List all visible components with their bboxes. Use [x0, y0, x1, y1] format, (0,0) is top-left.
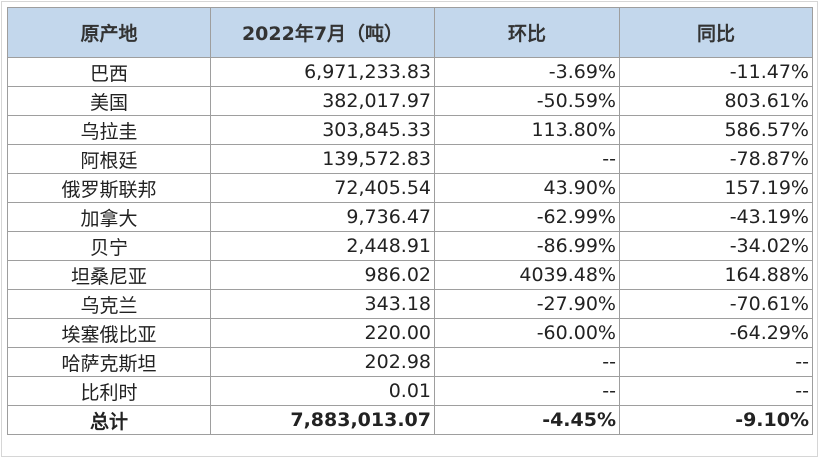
cell-yoy: --	[620, 377, 813, 406]
table-row: 俄罗斯联邦 72,405.54 43.90% 157.19%	[8, 174, 813, 203]
cell-volume: 382,017.97	[211, 87, 435, 116]
total-row: 总计 7,883,013.07 -4.45% -9.10%	[8, 406, 813, 435]
origin-import-table: 原产地 2022年7月（吨） 环比 同比 巴西 6,971,233.83 -3.69…	[7, 7, 813, 435]
table-row: 埃塞俄比亚 220.00 -60.00% -64.29%	[8, 319, 813, 348]
total-cell-volume: 7,883,013.07	[211, 406, 435, 435]
total-cell-yoy: -9.10%	[620, 406, 813, 435]
total-cell-origin: 总计	[8, 406, 211, 435]
header-row: 原产地 2022年7月（吨） 环比 同比	[8, 8, 813, 58]
cell-yoy: -64.29%	[620, 319, 813, 348]
table-row: 比利时 0.01 -- --	[8, 377, 813, 406]
cell-yoy: 803.61%	[620, 87, 813, 116]
cell-mom: -3.69%	[435, 58, 620, 87]
cell-origin: 加拿大	[8, 203, 211, 232]
cell-mom: -27.90%	[435, 290, 620, 319]
cell-origin: 贝宁	[8, 232, 211, 261]
cell-origin: 乌拉圭	[8, 116, 211, 145]
cell-yoy: -78.87%	[620, 145, 813, 174]
cell-volume: 2,448.91	[211, 232, 435, 261]
cell-yoy: -34.02%	[620, 232, 813, 261]
table-row: 乌拉圭 303,845.33 113.80% 586.57%	[8, 116, 813, 145]
cell-volume: 220.00	[211, 319, 435, 348]
cell-mom: -62.99%	[435, 203, 620, 232]
cell-yoy: -11.47%	[620, 58, 813, 87]
cell-volume: 202.98	[211, 348, 435, 377]
cell-origin: 阿根廷	[8, 145, 211, 174]
cell-volume: 343.18	[211, 290, 435, 319]
cell-yoy: -70.61%	[620, 290, 813, 319]
table-body: 巴西 6,971,233.83 -3.69% -11.47% 美国 382,017.97-…	[8, 58, 813, 435]
cell-origin: 比利时	[8, 377, 211, 406]
cell-mom: --	[435, 377, 620, 406]
cell-volume: 303,845.33	[211, 116, 435, 145]
header-mom: 环比	[435, 8, 620, 58]
cell-volume: 72,405.54	[211, 174, 435, 203]
cell-origin: 哈萨克斯坦	[8, 348, 211, 377]
cell-origin: 乌克兰	[8, 290, 211, 319]
cell-mom: -50.59%	[435, 87, 620, 116]
cell-volume: 986.02	[211, 261, 435, 290]
header-origin: 原产地	[8, 8, 211, 58]
table-row: 贝宁 2,448.91 -86.99% -34.02%	[8, 232, 813, 261]
cell-volume: 0.01	[211, 377, 435, 406]
cell-origin: 埃塞俄比亚	[8, 319, 211, 348]
table-row: 哈萨克斯坦 202.98 -- --	[8, 348, 813, 377]
cell-yoy: 164.88%	[620, 261, 813, 290]
cell-mom: 43.90%	[435, 174, 620, 203]
cell-yoy: -43.19%	[620, 203, 813, 232]
total-cell-mom: -4.45%	[435, 406, 620, 435]
cell-yoy: 157.19%	[620, 174, 813, 203]
cell-mom: 4039.48%	[435, 261, 620, 290]
cell-mom: --	[435, 348, 620, 377]
cell-yoy: 586.57%	[620, 116, 813, 145]
cell-mom: 113.80%	[435, 116, 620, 145]
cell-yoy: --	[620, 348, 813, 377]
header-volume: 2022年7月（吨）	[211, 8, 435, 58]
cell-volume: 6,971,233.83	[211, 58, 435, 87]
table-row: 阿根廷 139,572.83 -- -78.87%	[8, 145, 813, 174]
cell-origin: 俄罗斯联邦	[8, 174, 211, 203]
cell-origin: 坦桑尼亚	[8, 261, 211, 290]
cell-mom: -86.99%	[435, 232, 620, 261]
cell-mom: --	[435, 145, 620, 174]
table-row: 美国 382,017.97 -50.59% 803.61%	[8, 87, 813, 116]
table-row: 巴西 6,971,233.83 -3.69% -11.47%	[8, 58, 813, 87]
cell-origin: 巴西	[8, 58, 211, 87]
header-yoy: 同比	[620, 8, 813, 58]
cell-origin: 美国	[8, 87, 211, 116]
table-row: 乌克兰 343.18 -27.90% -70.61%	[8, 290, 813, 319]
cell-volume: 9,736.47	[211, 203, 435, 232]
cell-mom: -60.00%	[435, 319, 620, 348]
cell-volume: 139,572.83	[211, 145, 435, 174]
table-row: 加拿大 9,736.47 -62.99% -43.19%	[8, 203, 813, 232]
table-row: 坦桑尼亚 986.02 4039.48% 164.88%	[8, 261, 813, 290]
